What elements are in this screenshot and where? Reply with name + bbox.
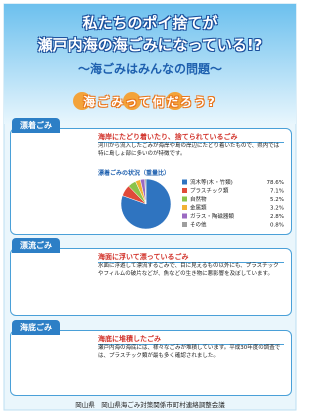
section-heading: 海面に浮いて漂っているごみ	[98, 252, 284, 263]
section-body: 河川から流入したごみが海岸や島の岸辺にたどり着いたもので、県内では特に島しょ部に…	[98, 143, 284, 158]
section-label: 海底ごみ	[12, 320, 60, 335]
legend-swatch	[182, 214, 187, 219]
footer: 岡山県 岡山県海ごみ対策関係市町村連絡調整会議	[0, 399, 300, 409]
section-heading: 海底に堆積したごみ	[98, 334, 284, 345]
legend-swatch	[182, 205, 187, 210]
legend-label: ガラス・陶磁器類	[190, 212, 234, 220]
title-line: 瀬戸内海の海ごみになっている!?	[0, 34, 300, 55]
value-label: 0.8%	[270, 223, 284, 229]
section-body: 水面に浮遊して漂流するごみで、目に見えるもの以外にも、プラスチックやフィルムの破…	[98, 263, 284, 278]
section-heading: 海岸にたどり着いたり、捨てられているごみ	[98, 132, 284, 143]
legend-label: プラスチック類	[190, 187, 229, 195]
question: 海ごみって何だろう?	[0, 93, 300, 110]
legend-swatch	[182, 188, 187, 193]
legend-label: 金属類	[190, 204, 207, 212]
legend-label: その他	[190, 221, 207, 229]
title-line: 私たちのポイ捨てが	[0, 12, 300, 33]
pie-chart: 流木等(木・竹類) 78.6% プラスチック類 7.1% 自然物 5.2% 金属類 3.2% ガ…	[98, 176, 286, 232]
value-label: 78.6%	[267, 180, 284, 186]
legend-label: 流木等(木・竹類)	[190, 178, 233, 186]
legend-swatch	[182, 180, 187, 185]
section-label: 漂着ごみ	[12, 118, 60, 133]
legend-swatch	[182, 222, 187, 227]
legend-label: 自然物	[190, 195, 207, 203]
subtitle: 〜海ごみはみんなの問題〜	[0, 60, 300, 77]
value-label: 5.2%	[270, 197, 284, 203]
section-body: 瀬戸内海の海底には、様々なごみが堆積しています。平成30年度の調査では、プラスチ…	[98, 345, 284, 360]
value-label: 2.8%	[270, 214, 284, 220]
value-label: 7.1%	[270, 189, 284, 195]
value-label: 3.2%	[270, 206, 284, 212]
legend-swatch	[182, 197, 187, 202]
poster: 私たちのポイ捨てが 瀬戸内海の海ごみになっている!? 〜海ごみはみんなの問題〜 …	[0, 0, 300, 414]
section-label: 漂流ごみ	[12, 238, 60, 253]
